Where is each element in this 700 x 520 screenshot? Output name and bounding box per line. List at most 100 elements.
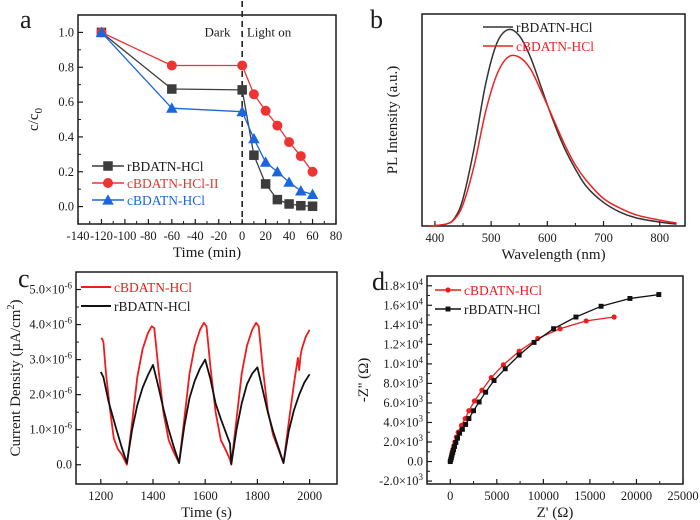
- y-tick-label: 1.2×104: [383, 335, 423, 351]
- y-axis: -2.0×1030.02.0×1034.0×1036.0×1038.0×1031…: [356, 277, 432, 488]
- y-tick-label: 4.0×10-6: [29, 316, 72, 332]
- marker-circle: [445, 287, 451, 293]
- x-axis: -140 -120 -100 -80 -60 -40 -20 0 20 40 60 80 Time (m…: [67, 219, 343, 261]
- marker-circle: [466, 408, 472, 414]
- x-tick-label: 40: [283, 229, 296, 243]
- y-tick-exponent: 4: [419, 355, 424, 365]
- series-group: [95, 26, 319, 211]
- x-tick-label: 0: [239, 229, 245, 243]
- marker-square: [459, 426, 465, 432]
- marker-square: [260, 179, 271, 189]
- x-axis-label: Time (s): [181, 505, 232, 520]
- y-tick-label: 2.0×103: [383, 433, 423, 449]
- x-tick-label: 2000: [297, 489, 322, 503]
- panel-letter: c: [18, 264, 30, 293]
- y-tick-mantissa: 0.0: [58, 200, 74, 214]
- x-tick-label: 600: [538, 231, 557, 245]
- marker-triangle: [248, 132, 260, 144]
- legend-label: rBDATN-HCl: [114, 299, 191, 314]
- y-tick-mantissa: 0.0: [56, 458, 72, 472]
- marker-triangle: [236, 105, 248, 117]
- marker-square: [466, 416, 472, 422]
- marker-square: [249, 150, 259, 160]
- y-tick-mantissa: 4.0×10: [383, 415, 418, 429]
- annotation-light-on: Light on: [247, 24, 292, 39]
- y-tick-exponent: -6: [65, 281, 73, 291]
- x-tick-label: 0: [447, 489, 453, 503]
- y-label-superscript: 2: [6, 305, 17, 310]
- legend-item: cBDATN-HCl: [81, 280, 192, 295]
- x-tick-label: 1600: [193, 489, 218, 503]
- x-tick-label: 700: [594, 231, 613, 245]
- x-tick-label: 400: [426, 231, 445, 245]
- marker-square: [463, 421, 469, 427]
- y-tick-mantissa: 0.8: [58, 60, 74, 74]
- legend: rBDATN-HCl cBDATN-HCl-II cBDATN-HCl: [92, 159, 219, 208]
- y-tick-label: 1.0×10-6: [29, 421, 72, 437]
- x-tick-label: 15000: [574, 489, 605, 503]
- marker-circle: [272, 120, 283, 131]
- y-axis-label: -Z'' (Ω): [356, 358, 372, 402]
- legend-item: rBDATN-HCl: [483, 20, 593, 35]
- legend: rBDATN-HCl cBDATN-HCl: [483, 20, 594, 54]
- series-group: [429, 28, 677, 227]
- y-label-main: PL Intensity (a.u.): [385, 66, 401, 175]
- y-tick-mantissa: 3.0×10: [29, 353, 64, 367]
- marker-square: [450, 450, 456, 456]
- marker-square: [451, 447, 457, 453]
- y-tick-label: 8.0×103: [383, 374, 423, 390]
- y-tick-mantissa: 0.0: [407, 455, 423, 469]
- panel-letter: a: [20, 5, 32, 34]
- y-tick-exponent: 4: [419, 335, 424, 345]
- y-tick-label: 1.0×104: [383, 355, 423, 371]
- x-axis-label: Wavelength (nm): [501, 247, 605, 263]
- y-tick-label: 1.6×104: [383, 296, 423, 312]
- marker-circle: [295, 151, 306, 162]
- panel-a: a -140 -120 -100 -80 -60 -40 -20 0 20 40 60 80 Time (…: [20, 1, 342, 261]
- y-tick-exponent: 4: [419, 277, 424, 287]
- marker-circle: [611, 314, 617, 320]
- x-tick-label: 1400: [140, 489, 165, 503]
- marker-square: [502, 366, 508, 372]
- legend-item: cBDATN-HCl: [435, 283, 542, 298]
- marker-square: [453, 440, 459, 445]
- x-tick-label: 25000: [667, 489, 698, 503]
- marker-square: [103, 161, 113, 171]
- y-axis: PL Intensity (a.u.): [385, 66, 401, 175]
- series-markers-cbdatn-hcl: [95, 26, 319, 199]
- y-tick-exponent: 3: [419, 394, 424, 404]
- y-tick-label: 1.0: [58, 25, 74, 39]
- marker-square: [551, 326, 557, 332]
- marker-circle: [500, 362, 506, 368]
- y-tick-exponent: 4: [419, 316, 424, 326]
- legend: cBDATN-HCl rBDATN-HCl: [81, 280, 192, 314]
- y-tick-exponent: -6: [65, 351, 73, 361]
- marker-circle: [284, 137, 295, 148]
- legend-label: rBDATN-HCl: [464, 302, 541, 317]
- y-tick-label: 1.8×104: [383, 277, 423, 293]
- marker-square: [598, 303, 604, 309]
- y-tick-mantissa: 2.0×10: [29, 388, 64, 402]
- y-tick-mantissa: 1.0×10: [383, 357, 418, 371]
- marker-triangle: [102, 194, 114, 205]
- x-tick-label: 80: [330, 229, 343, 243]
- marker-circle: [583, 318, 589, 324]
- y-tick-exponent: 4: [419, 296, 424, 306]
- series-line-rbdatn-hcl: [449, 293, 659, 462]
- legend-label: rBDATN-HCl: [127, 159, 204, 174]
- y-label-end: ): [8, 300, 24, 305]
- legend-label: cBDATN-HCl: [516, 39, 594, 54]
- marker-square: [471, 408, 477, 414]
- legend-item: rBDATN-HCl: [435, 302, 541, 317]
- legend-item: cBDATN-HCl: [92, 193, 205, 208]
- marker-circle: [103, 178, 113, 188]
- marker-triangle: [259, 156, 272, 167]
- series-markers-cbdatn-hcl: [447, 314, 617, 465]
- marker-square: [656, 292, 662, 298]
- y-tick-label: 0.0: [407, 455, 423, 469]
- x-tick-label: 60: [306, 229, 319, 243]
- y-label-subscript: 0: [33, 108, 45, 114]
- x-axis-label: Time (min): [173, 245, 241, 261]
- marker-circle: [557, 326, 563, 332]
- marker-square: [296, 200, 306, 211]
